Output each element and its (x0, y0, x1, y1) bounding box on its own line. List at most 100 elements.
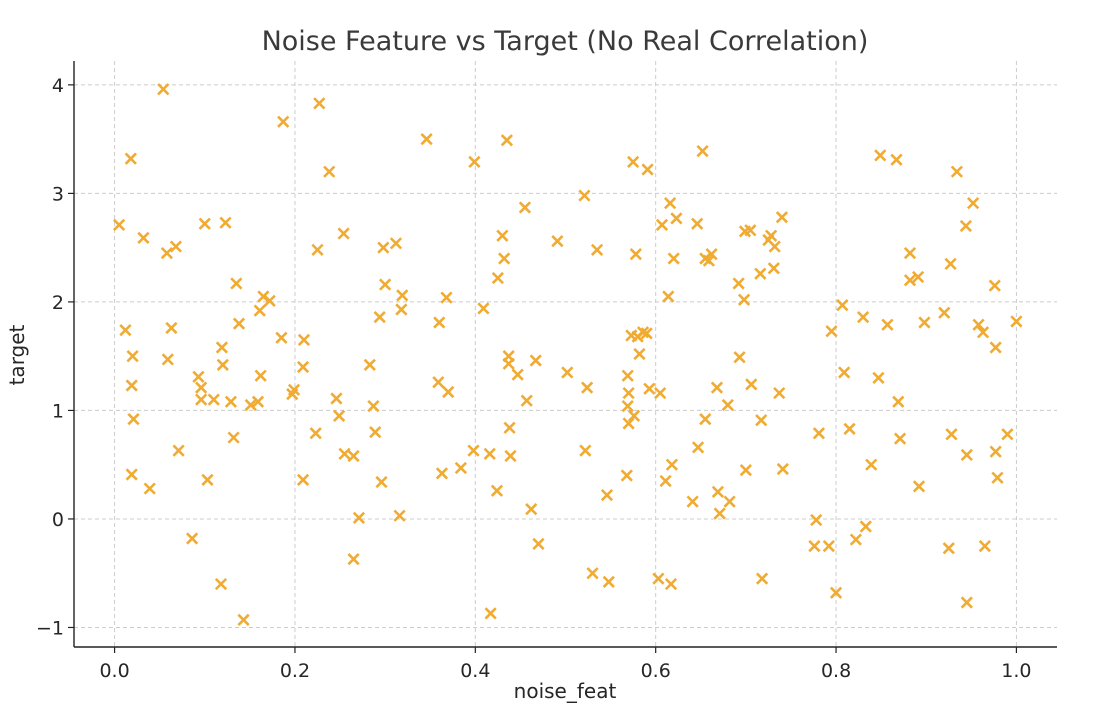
data-point (511, 368, 524, 381)
data-point (865, 458, 878, 471)
data-point (579, 444, 592, 457)
data-point (622, 386, 635, 400)
x-axis-label: noise_feat (514, 679, 617, 703)
data-point (198, 217, 211, 230)
data-point (696, 144, 709, 158)
data-point (395, 303, 408, 316)
data-point (254, 369, 267, 382)
x-tick-label: 0.6 (641, 660, 671, 682)
data-point (518, 201, 532, 214)
data-point (525, 503, 538, 516)
data-point (230, 277, 243, 290)
y-tick-label: 2 (52, 292, 64, 314)
data-point (215, 341, 229, 354)
data-point (654, 386, 667, 400)
data-point (859, 520, 872, 533)
data-point (620, 469, 633, 482)
data-point (976, 326, 990, 339)
data-point (377, 241, 390, 254)
data-point (330, 392, 343, 405)
data-point (352, 511, 366, 524)
data-point (960, 596, 973, 609)
data-point (112, 218, 126, 231)
data-point (602, 575, 615, 589)
data-point (942, 542, 955, 555)
data-point (972, 318, 985, 331)
data-point (812, 427, 826, 440)
y-tick-label: −1 (36, 617, 64, 639)
data-point (214, 577, 228, 591)
data-point (363, 358, 376, 371)
data-point (578, 189, 591, 202)
data-point (581, 381, 594, 394)
data-point (253, 304, 266, 317)
data-point (396, 289, 409, 302)
data-point (125, 468, 138, 481)
data-point (311, 243, 324, 256)
data-point (641, 163, 654, 176)
data-point (621, 399, 634, 413)
data-point (551, 235, 564, 248)
data-point (655, 218, 669, 231)
data-point (172, 444, 185, 457)
data-point (691, 217, 704, 230)
data-point (192, 370, 205, 383)
data-point (912, 480, 926, 493)
data-point (732, 277, 745, 290)
data-point (744, 224, 757, 237)
data-point (745, 378, 758, 391)
x-tick-label: 1.0 (1001, 660, 1031, 682)
data-point (440, 291, 453, 304)
data-point (186, 532, 199, 545)
data-point (825, 325, 838, 338)
data-point (754, 267, 767, 280)
data-point (874, 149, 887, 162)
data-point (723, 495, 736, 508)
data-point (201, 473, 214, 487)
data-point (711, 485, 725, 498)
data-point (773, 386, 786, 400)
data-point (702, 254, 716, 267)
data-point (532, 537, 545, 551)
data-point (432, 376, 445, 389)
data-point (347, 449, 360, 463)
data-point (373, 310, 386, 324)
data-point (989, 341, 1002, 354)
data-point (216, 358, 229, 371)
data-point (347, 552, 360, 566)
data-point (309, 427, 322, 440)
data-point (978, 539, 991, 553)
data-point (244, 398, 257, 412)
data-point (755, 414, 768, 427)
y-tick-label: 0 (52, 509, 64, 531)
data-point (686, 495, 699, 508)
data-point (333, 409, 346, 422)
data-point (590, 243, 604, 256)
data-point (739, 463, 752, 477)
data-point (636, 326, 650, 339)
data-point (224, 395, 238, 408)
data-point (829, 586, 843, 599)
data-point (586, 567, 599, 580)
data-point (967, 197, 980, 210)
x-tick-label: 0.8 (821, 660, 851, 682)
data-point (664, 577, 678, 591)
y-axis-label: target (5, 324, 29, 385)
data-point (881, 318, 894, 331)
data-point (338, 447, 351, 460)
data-point (393, 509, 406, 522)
data-point (442, 385, 455, 399)
data-point (161, 353, 174, 366)
y-tick-label: 3 (52, 183, 64, 205)
data-point (991, 471, 1004, 484)
data-point (945, 428, 958, 441)
data-point (367, 399, 380, 413)
data-point (504, 449, 517, 463)
data-point (667, 252, 680, 265)
data-point (119, 324, 132, 337)
data-point (277, 115, 290, 128)
data-point (627, 155, 640, 169)
data-point (710, 381, 724, 394)
data-point (755, 572, 769, 585)
